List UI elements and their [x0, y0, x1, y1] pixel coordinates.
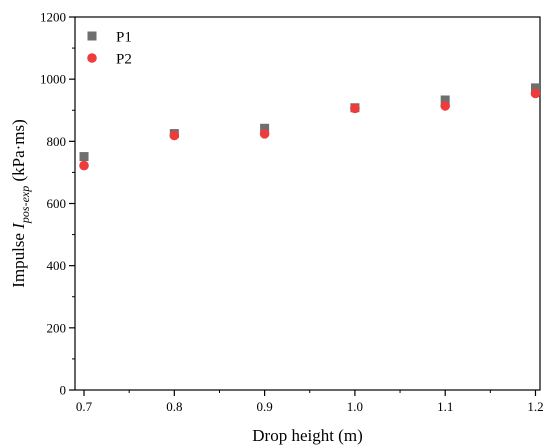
y-tick-label: 600 — [47, 196, 67, 211]
y-axis-title-symbol: I — [9, 222, 28, 230]
x-axis-ticks: 0.7 0.8 0.9 1.0 1.1 1.2 — [76, 390, 544, 414]
y-tick-label: 200 — [47, 320, 67, 335]
y-tick-label: 1200 — [40, 10, 66, 25]
x-tick-label: 1.0 — [347, 399, 363, 414]
x-tick-label: 0.8 — [166, 399, 182, 414]
data-point-p1 — [260, 123, 270, 133]
y-axis-title-prefix: Impulse — [9, 229, 28, 288]
legend-label-p2: P2 — [116, 52, 132, 68]
x-tick-label: 1.1 — [437, 399, 453, 414]
y-axis-title-subscript: pos-exp — [18, 186, 32, 224]
data-series — [79, 83, 541, 171]
data-point-p2 — [259, 129, 270, 139]
x-tick-label: 1.2 — [527, 399, 543, 414]
y-tick-label: 800 — [47, 134, 67, 149]
y-tick-label: 400 — [47, 258, 67, 273]
data-point-p1 — [530, 83, 540, 93]
data-point-p2 — [440, 101, 450, 111]
y-axis-title: Impulse Ipos-exp (kPa·ms) — [9, 119, 32, 288]
x-axis-title: Drop height (m) — [252, 426, 362, 445]
data-point-p2 — [79, 160, 89, 171]
legend-marker-p2 — [87, 53, 97, 63]
data-point-p2 — [169, 130, 180, 141]
data-point-p1 — [79, 152, 89, 162]
data-point-p1 — [440, 95, 450, 105]
y-tick-label: 0 — [60, 383, 67, 398]
y-tick-label: 1000 — [40, 72, 66, 87]
data-point-p2 — [350, 103, 360, 114]
legend-label-p1: P1 — [116, 30, 132, 46]
series-p2 — [79, 88, 541, 171]
x-tick-label: 0.7 — [76, 399, 93, 414]
x-tick-label: 0.9 — [256, 399, 272, 414]
y-axis-ticks: 0 200 400 600 800 1000 1200 — [40, 10, 75, 398]
legend-marker-p1 — [87, 31, 97, 41]
y-axis-title-suffix: (kPa·ms) — [9, 119, 28, 186]
data-point-p2 — [530, 88, 541, 99]
